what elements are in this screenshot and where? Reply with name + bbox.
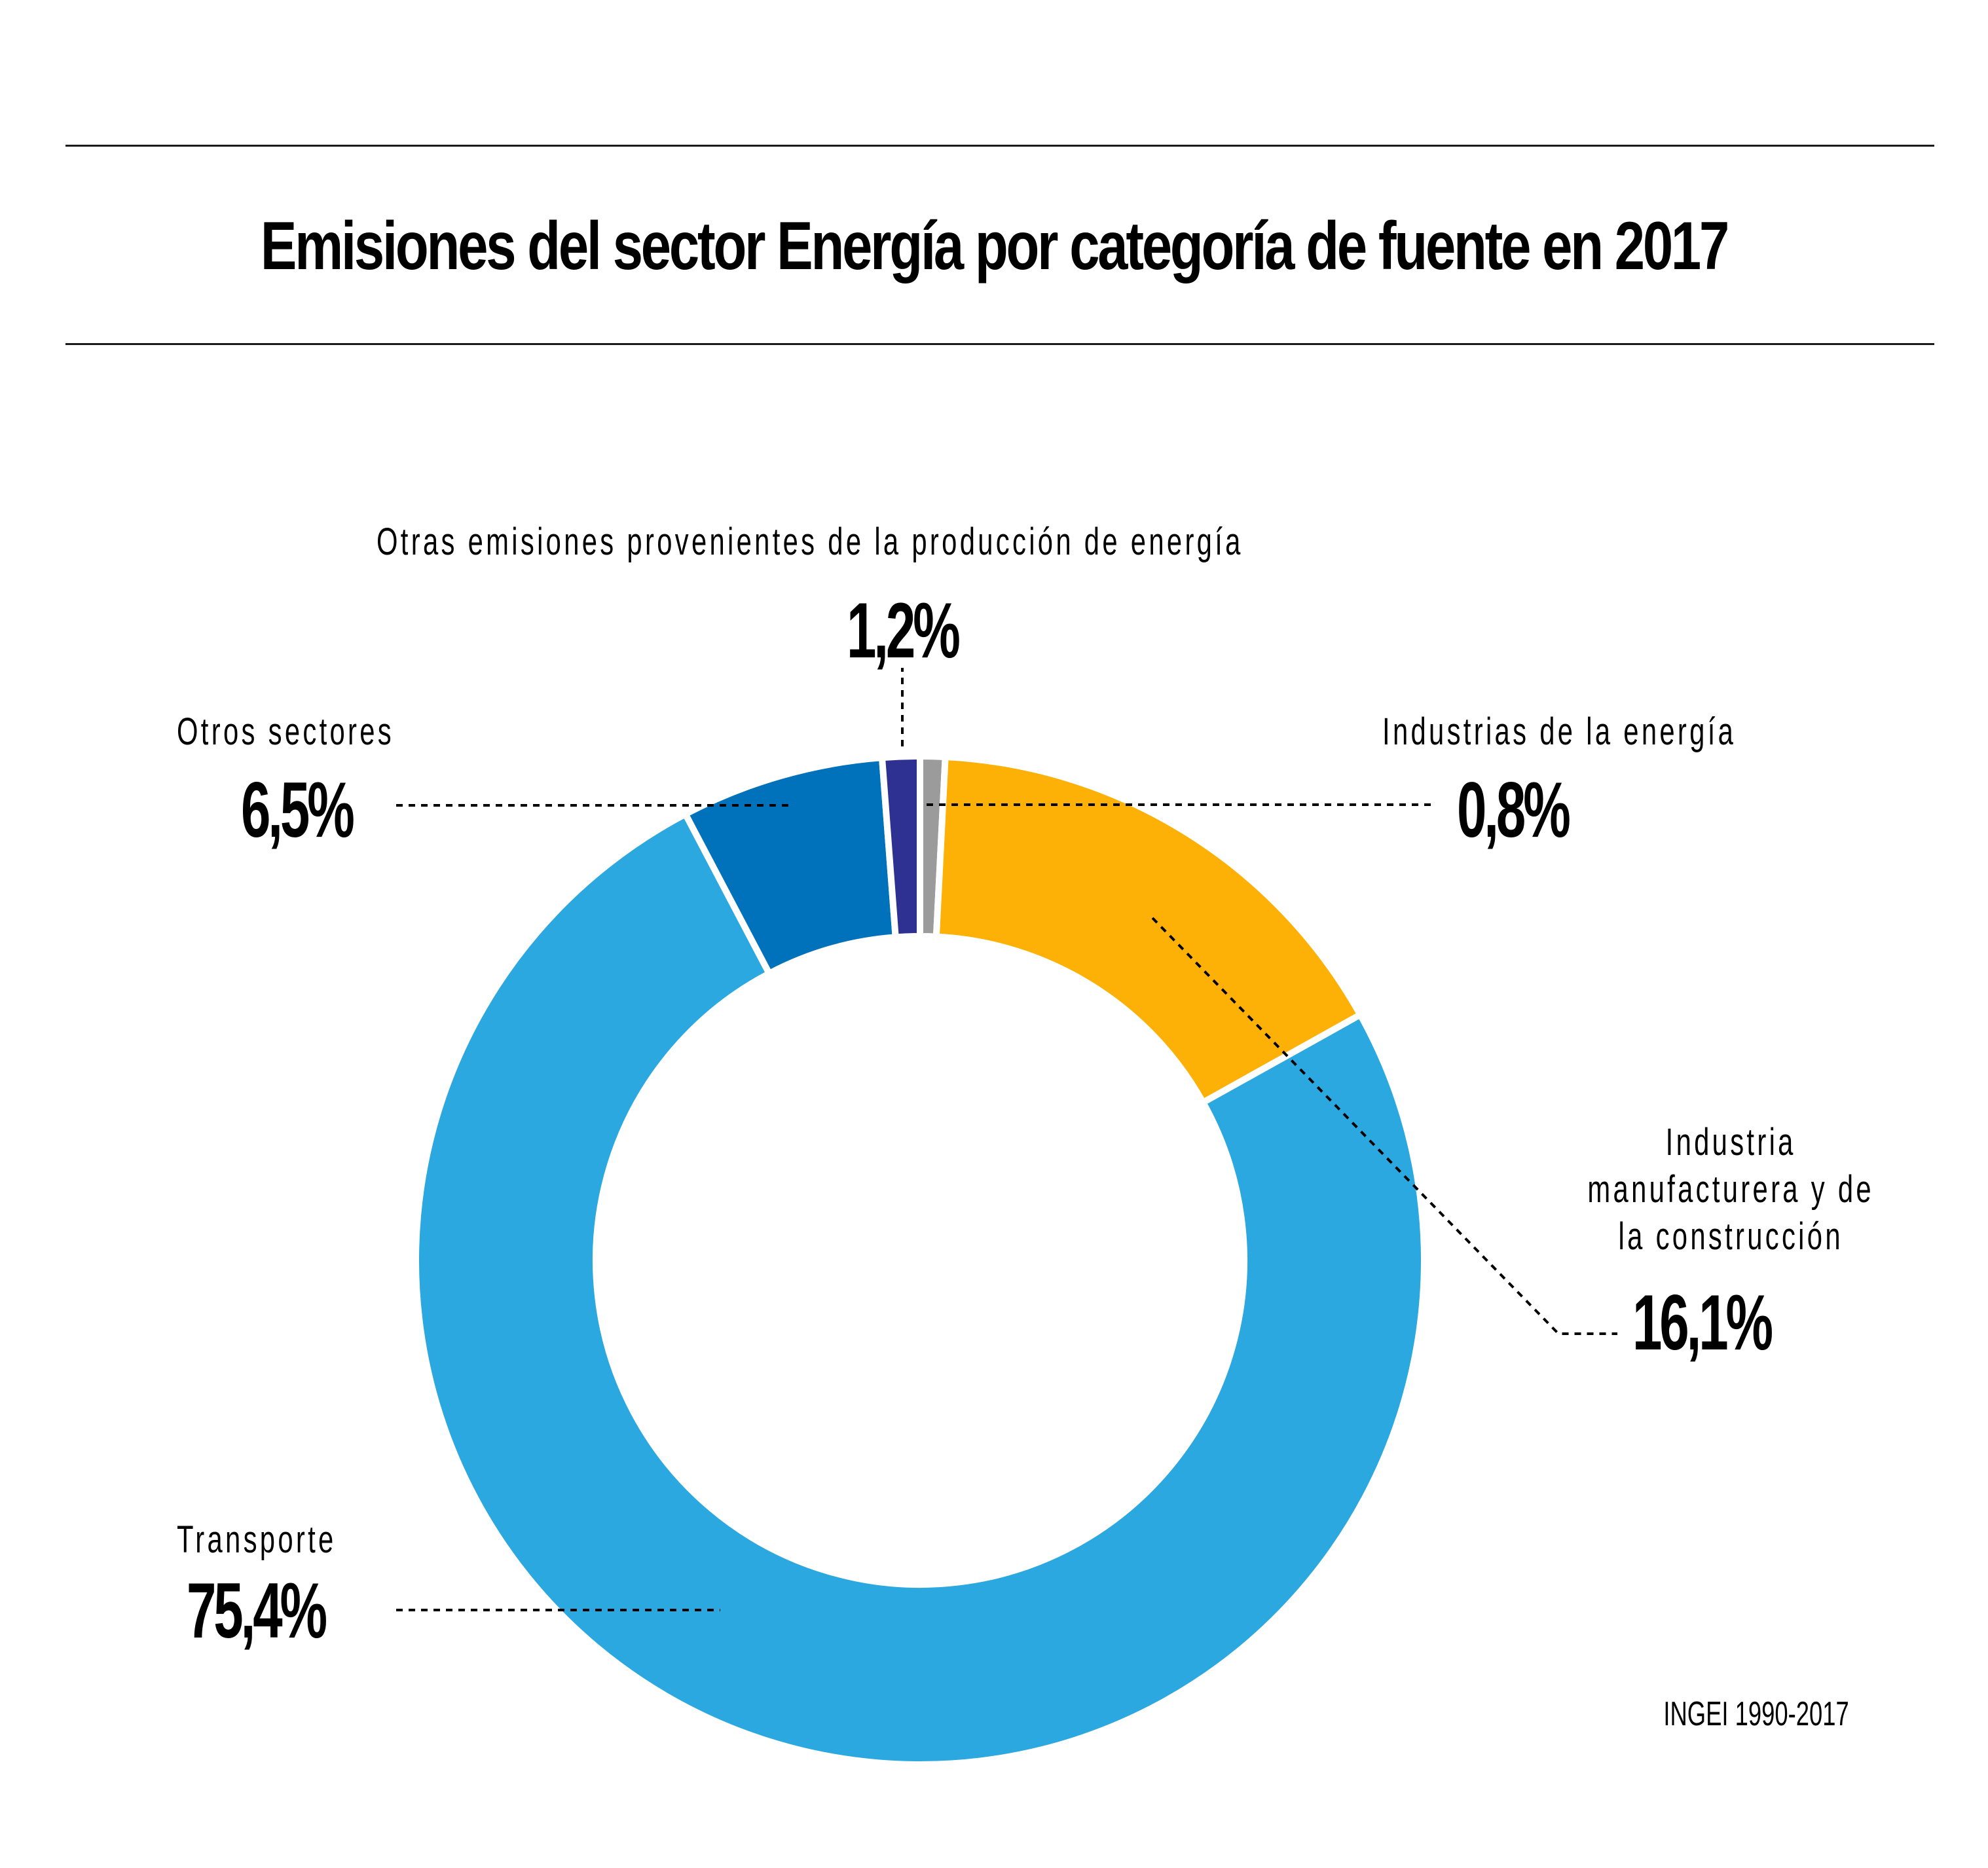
slice-industria-manufacturera-y-de-la-construccion xyxy=(932,753,1365,1107)
value-otros-sectores: 6,5% xyxy=(241,766,355,854)
label-industrias-energia: Industrias de la energía xyxy=(1382,710,1736,753)
bottom-divider xyxy=(65,343,1934,345)
label-industria-manufacturera-line1: Industria xyxy=(1665,1121,1796,1163)
slice-transporte xyxy=(413,809,1427,1768)
label-industria-manufacturera-line2: manufacturera y de xyxy=(1587,1168,1874,1211)
value-otras-emisiones: 1,2% xyxy=(847,587,961,674)
top-divider xyxy=(65,145,1934,147)
slice-otras-emisiones-provenientes-de-la-produccion-de-energia xyxy=(878,752,923,941)
label-industria-manufacturera-line3: la construcción xyxy=(1618,1215,1843,1258)
label-otras-emisiones: Otras emisiones provenientes de la produ… xyxy=(377,521,1243,563)
label-transporte: Transporte xyxy=(177,1518,337,1561)
label-otros-sectores: Otros sectores xyxy=(177,710,395,753)
source-note: INGEI 1990-2017 xyxy=(1663,1695,1849,1733)
value-transporte: 75,4% xyxy=(187,1567,327,1655)
value-industrias-energia: 0,8% xyxy=(1457,766,1571,854)
chart-title: Emisiones del sector Energía por categor… xyxy=(260,208,1729,284)
value-industria-manufacturera: 16,1% xyxy=(1632,1279,1773,1366)
